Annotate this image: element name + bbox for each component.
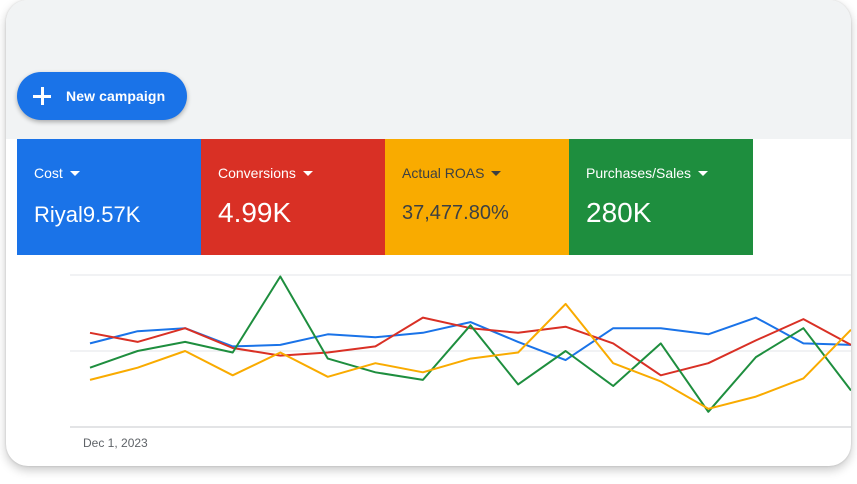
metric-value: 4.99K <box>218 197 292 228</box>
metric-cards: Cost Riyal9.57K Conversions 4.99K Actual… <box>17 139 753 255</box>
campaign-overview-panel: New campaign Cost Riyal9.57K Conversions… <box>6 0 851 466</box>
metric-card-conversions[interactable]: Conversions 4.99K <box>201 139 385 255</box>
metric-label: Purchases/Sales <box>586 165 692 181</box>
series-line-1 <box>89 316 851 377</box>
plus-icon <box>31 85 53 107</box>
toolbar: New campaign <box>6 0 851 139</box>
metric-value: Riyal9.57K <box>34 202 141 227</box>
dropdown-caret-icon[interactable] <box>69 170 80 176</box>
metric-label: Actual ROAS <box>402 165 485 181</box>
metric-card-cost[interactable]: Cost Riyal9.57K <box>17 139 201 255</box>
dropdown-caret-icon[interactable] <box>698 170 709 176</box>
dropdown-caret-icon[interactable] <box>302 170 313 176</box>
metric-label: Cost <box>34 165 63 181</box>
metric-value: 280K <box>586 197 652 228</box>
series-line-2 <box>89 275 851 413</box>
x-axis-start-label: Dec 1, 2023 <box>83 436 148 450</box>
metric-card-actual-roas[interactable]: Actual ROAS 37,477.80% <box>385 139 569 255</box>
metric-card-purchases-sales[interactable]: Purchases/Sales 280K <box>569 139 753 255</box>
series-line-0 <box>89 316 851 362</box>
series-line-3 <box>89 302 851 410</box>
new-campaign-button[interactable]: New campaign <box>17 72 187 120</box>
dropdown-caret-icon[interactable] <box>491 170 502 176</box>
new-campaign-label: New campaign <box>66 88 166 104</box>
performance-line-chart <box>70 274 851 428</box>
metric-label: Conversions <box>218 165 296 181</box>
metric-value: 37,477.80% <box>402 202 509 224</box>
